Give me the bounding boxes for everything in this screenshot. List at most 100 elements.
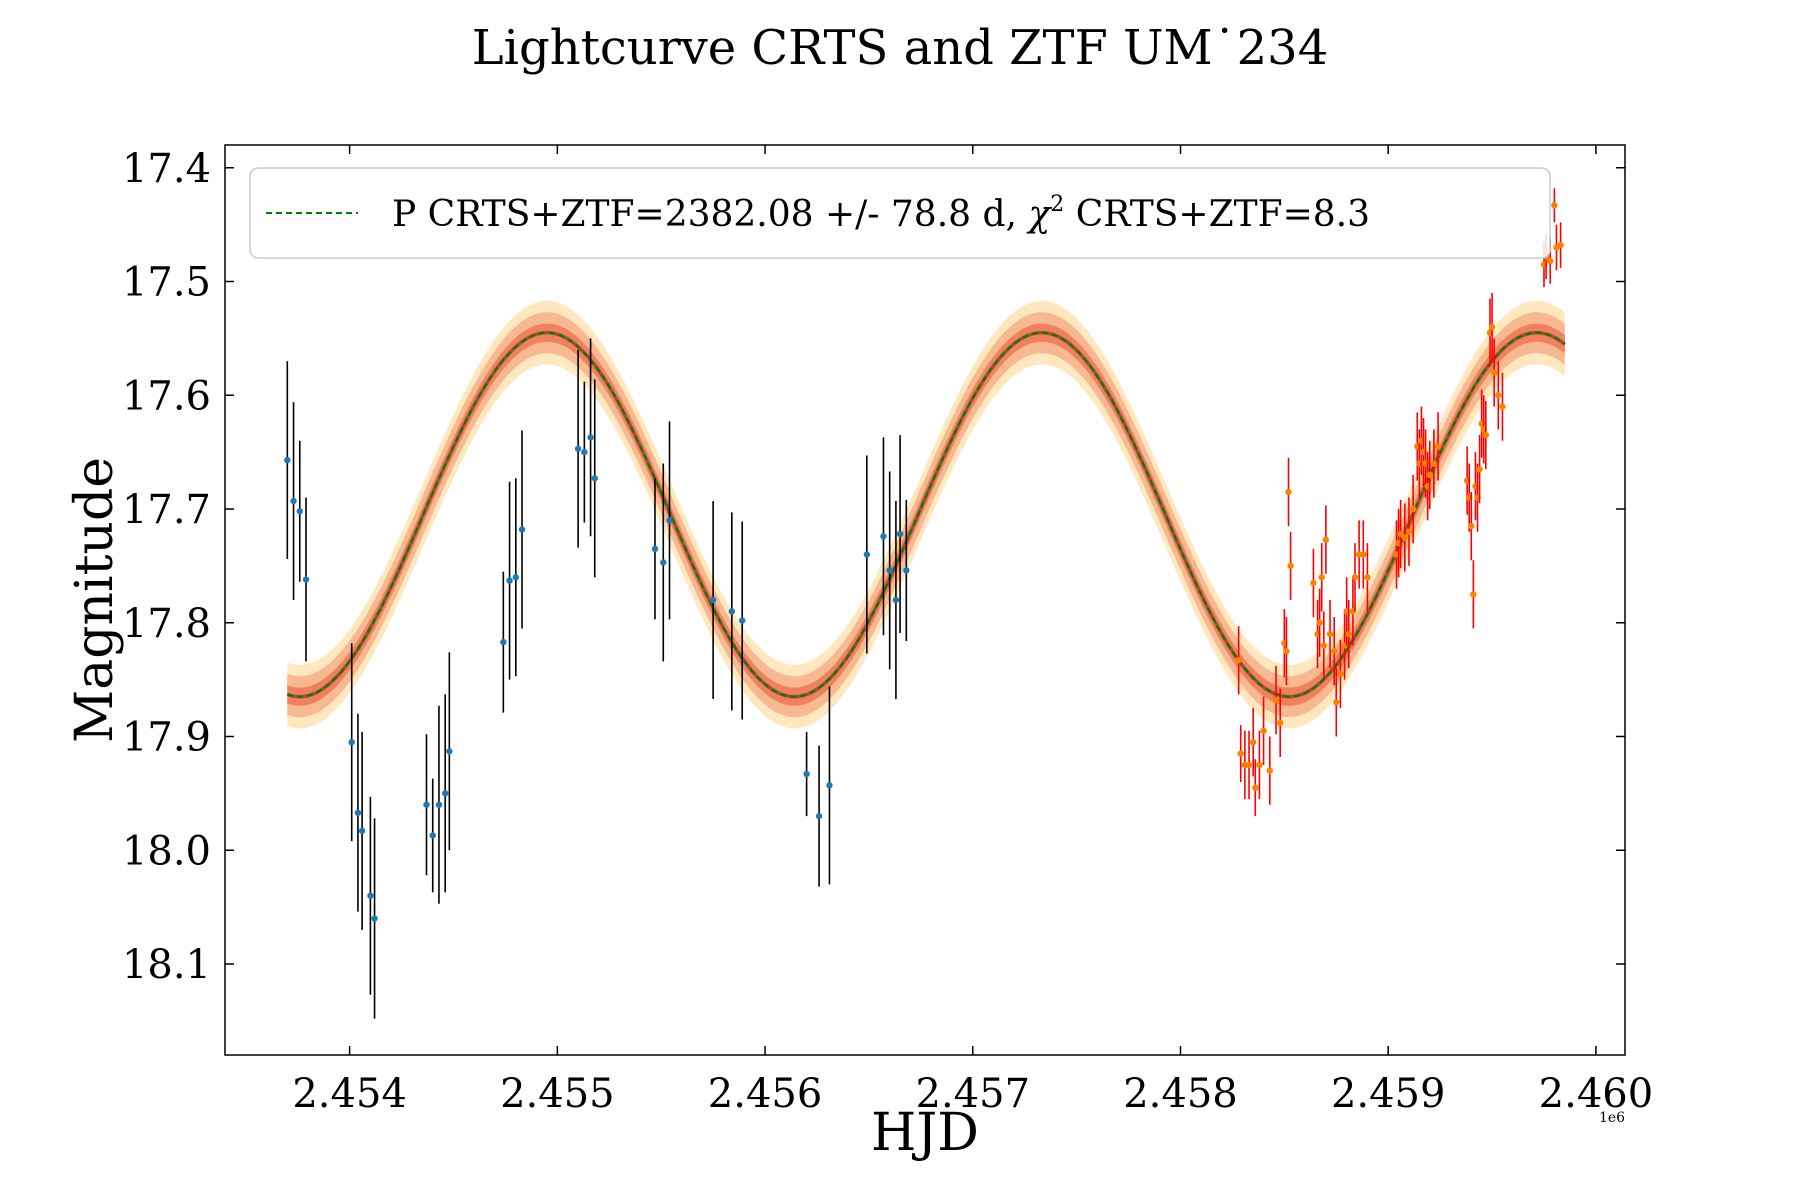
ztf-point [1488, 323, 1496, 331]
crts-point [500, 638, 507, 646]
ztf-point [1547, 257, 1554, 265]
plot-frame [224, 144, 1626, 1056]
y-tick-label: 17.6 [122, 373, 211, 419]
x-tick-label: 2.460 [1539, 1071, 1654, 1117]
ztf-point [1364, 574, 1371, 581]
ztf-point [1490, 369, 1498, 376]
crts-point [367, 892, 374, 899]
ztf-point [1360, 551, 1367, 558]
crts-point [892, 596, 900, 604]
model-curve [286, 330, 1566, 699]
x-axis-offset-label: 1e6 [1599, 1110, 1625, 1126]
band-mid [287, 312, 1565, 718]
data-points [284, 188, 1564, 1019]
y-tick-label: 18.1 [122, 942, 211, 988]
ztf-point [1330, 647, 1338, 655]
crts-point [371, 915, 378, 922]
crts-point [803, 770, 810, 778]
legend-chi-exponent: 2 [1050, 192, 1064, 217]
model-uncertainty-bands [287, 300, 1565, 729]
crts-point [587, 434, 594, 441]
ztf-point [1470, 591, 1477, 598]
crts-point [896, 530, 904, 538]
crts-point [296, 508, 303, 515]
ztf-point [1409, 505, 1417, 513]
crts-point [880, 533, 887, 540]
ztf-point [1430, 460, 1438, 467]
crts-point [435, 801, 443, 808]
ztf-point [1499, 403, 1506, 410]
ztf-point [1256, 761, 1263, 769]
legend-box [249, 167, 1551, 259]
crts-point [660, 559, 667, 566]
crts-point [826, 782, 833, 789]
y-tick-label: 17.8 [122, 601, 211, 647]
ztf-point [1326, 630, 1334, 638]
ztf-point [1320, 642, 1328, 649]
chart-title: Lightcurve CRTS and ZTF UM˙234 [472, 20, 1329, 76]
ztf-point [1434, 443, 1442, 450]
ztf-point [1482, 431, 1490, 439]
ztf-point [1322, 536, 1330, 543]
ztf-point [1337, 670, 1344, 678]
crts-point [886, 567, 893, 574]
series-crts [284, 338, 910, 1019]
crts-point [506, 577, 513, 584]
ztf-point [1276, 719, 1284, 727]
y-axis-label: Magnitude [65, 457, 125, 743]
ztf-point [1287, 562, 1294, 570]
y-tick-label: 17.4 [122, 146, 211, 192]
ztf-point [1245, 761, 1253, 769]
crts-point [441, 790, 449, 797]
crts-point [666, 517, 673, 524]
crts-point [446, 748, 453, 755]
legend-label-suffix: CRTS+ZTF=8.3 [1064, 194, 1370, 235]
ztf-point [1249, 738, 1257, 746]
ztf-point [1476, 465, 1483, 473]
crts-point [358, 827, 366, 835]
ztf-point [1345, 630, 1352, 638]
crts-point [429, 832, 436, 839]
y-tick-label: 17.9 [122, 715, 211, 761]
crts-point [591, 475, 598, 482]
crts-point [348, 738, 355, 746]
ztf-point [1318, 574, 1325, 581]
crts-point [302, 576, 310, 583]
ztf-point [1495, 392, 1502, 399]
ztf-point [1310, 579, 1317, 587]
ztf-point [1405, 528, 1413, 535]
ztf-point [1551, 202, 1558, 209]
x-tick-label: 2.457 [916, 1071, 1031, 1117]
ztf-point [1557, 241, 1564, 249]
ztf-point [1266, 767, 1274, 774]
x-tick-label: 2.454 [292, 1071, 407, 1117]
ztf-point [1272, 696, 1280, 704]
y-tick-label: 17.5 [122, 260, 211, 306]
crts-point [815, 812, 823, 820]
crts-point [728, 608, 736, 615]
ztf-point [1285, 488, 1292, 496]
legend-label-prefix: P CRTS+ZTF=2382.08 +/- 78.8 d, [392, 194, 1028, 235]
x-tick-label: 2.455 [500, 1071, 615, 1117]
ztf-point [1283, 647, 1290, 655]
model-dashed-line [287, 331, 1566, 698]
crts-point [709, 596, 717, 604]
y-tick-label: 17.7 [122, 487, 211, 533]
crts-point [284, 456, 291, 464]
crts-point [290, 497, 297, 505]
crts-point [574, 445, 582, 452]
legend-label: P CRTS+ZTF=2382.08 +/- 78.8 d, χ2 CRTS+Z… [392, 192, 1370, 235]
legend-chi-symbol: χ [1025, 194, 1052, 235]
ztf-point [1316, 619, 1323, 626]
x-axis-label: HJD [871, 1103, 979, 1163]
crts-point [518, 526, 526, 533]
crts-point [354, 809, 362, 816]
y-tick-label: 18.0 [122, 828, 211, 874]
ztf-point [1401, 534, 1409, 541]
ztf-point [1260, 727, 1267, 735]
ztf-point [1235, 657, 1242, 664]
ztf-point [1333, 699, 1340, 706]
legend: P CRTS+ZTF=2382.08 +/- 78.8 d, χ2 CRTS+Z… [249, 167, 1551, 259]
